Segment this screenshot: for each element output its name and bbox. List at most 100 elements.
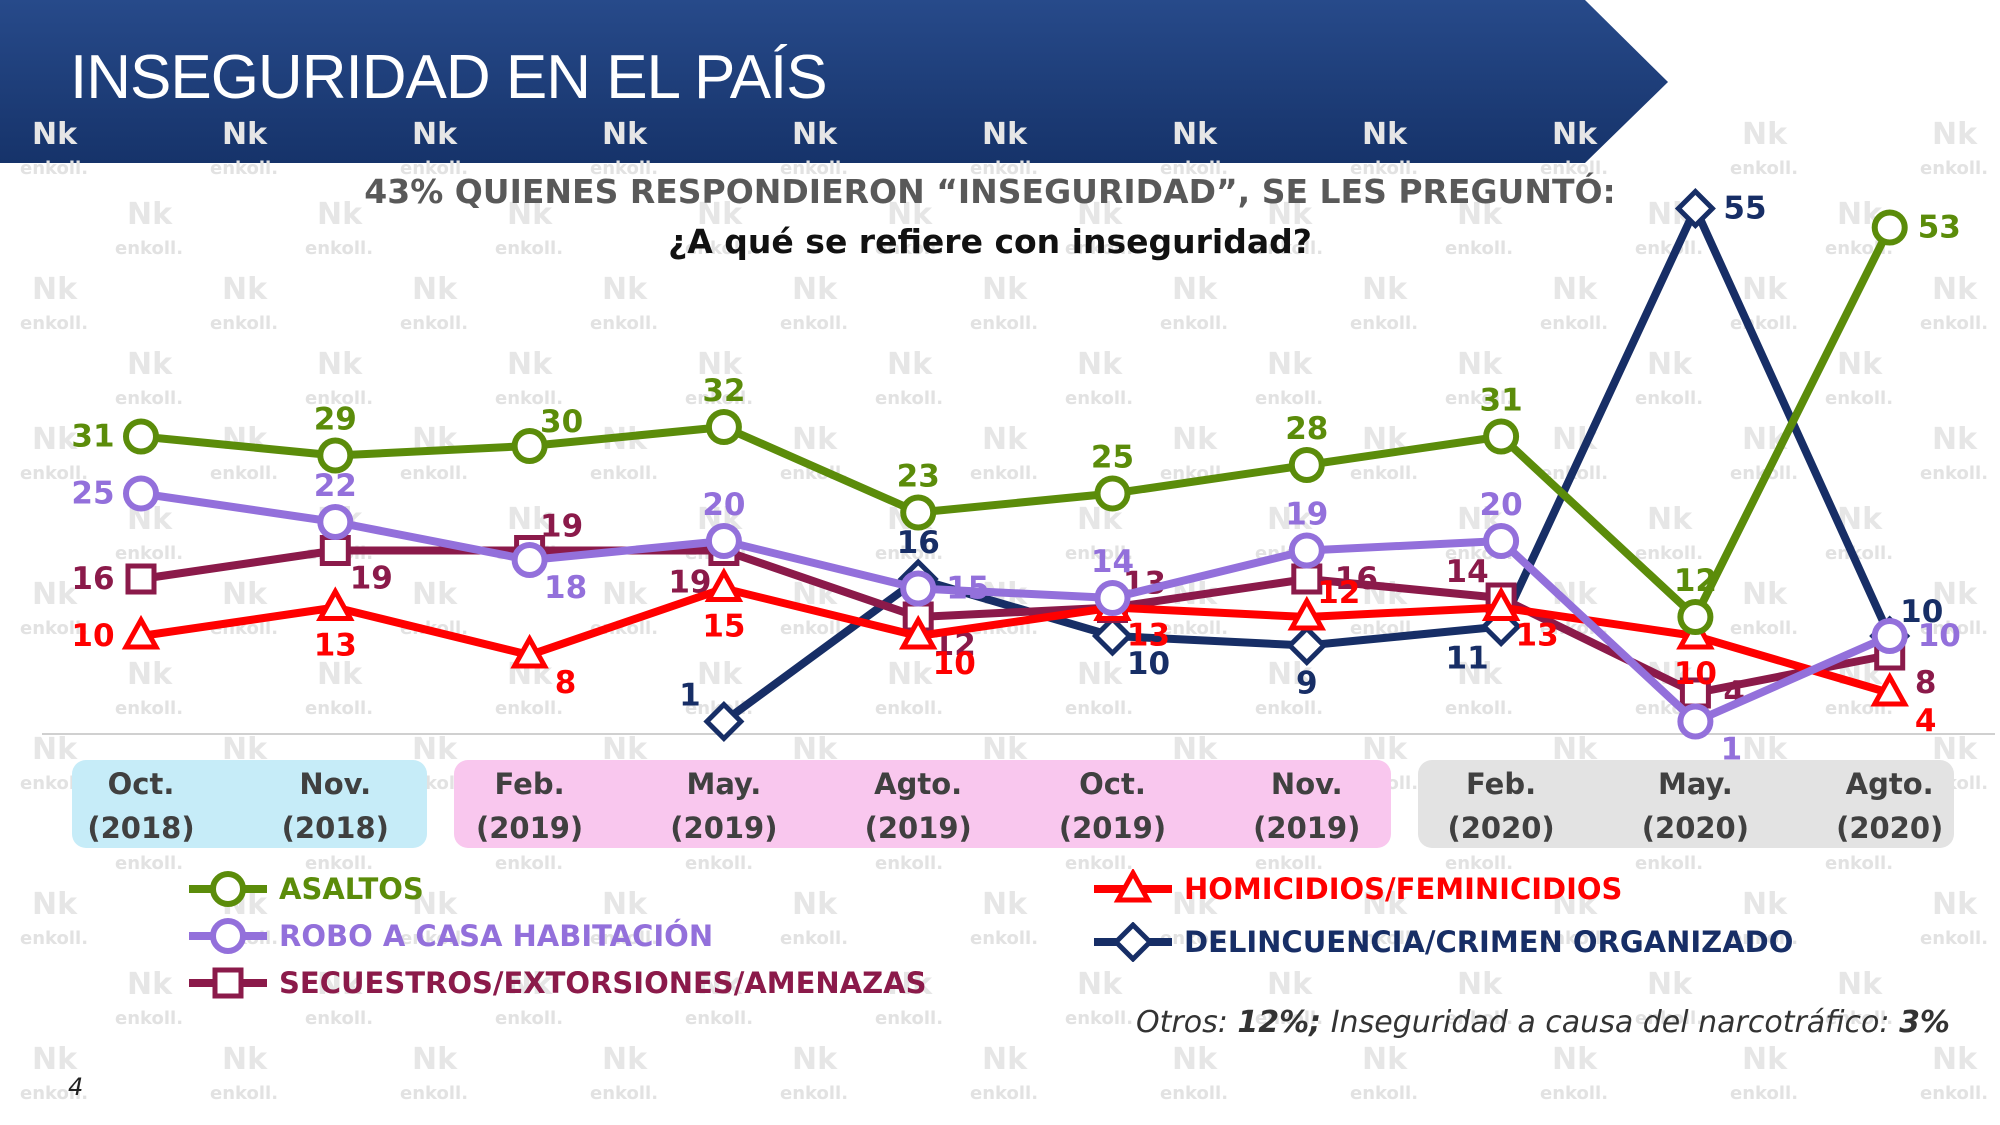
watermark-text: enkoll. — [305, 238, 373, 259]
watermark-text: enkoll. — [115, 543, 183, 564]
watermark-logo: Nk — [32, 272, 78, 307]
watermark-logo: Nk — [1077, 967, 1123, 1002]
watermark-text: enkoll. — [210, 463, 278, 484]
data-label: 31 — [1480, 383, 1523, 419]
data-label: 22 — [314, 468, 357, 504]
data-point — [1483, 418, 1520, 455]
watermark-text: enkoll. — [685, 1008, 753, 1029]
watermark: Nk enkoll. — [210, 272, 278, 334]
watermark-text: enkoll. — [590, 158, 658, 179]
watermark-logo: Nk — [1457, 657, 1503, 692]
data-label: 13 — [314, 628, 357, 664]
legend-swatch — [1094, 922, 1172, 962]
watermark-text: enkoll. — [1255, 238, 1323, 259]
watermark: Nk enkoll. — [1445, 347, 1513, 409]
watermark-text: enkoll. — [780, 928, 848, 949]
watermark: Nk enkoll. — [875, 967, 943, 1029]
watermark: Nk enkoll. — [20, 1042, 88, 1104]
data-label: 10 — [933, 646, 976, 682]
x-tick-label: Oct. (2019) — [1023, 762, 1203, 850]
watermark: Nk enkoll. — [1540, 272, 1608, 334]
watermark: Nk enkoll. — [1730, 887, 1798, 949]
watermark-logo: Nk — [127, 347, 173, 382]
watermark: Nk enkoll. — [115, 197, 183, 259]
watermark-logo: Nk — [412, 117, 458, 152]
watermark-text: enkoll. — [1635, 388, 1703, 409]
data-label: 9 — [1296, 666, 1318, 702]
watermark-logo: Nk — [1837, 347, 1883, 382]
watermark-logo: Nk — [1267, 197, 1313, 232]
data-point — [123, 475, 159, 512]
data-label: 10 — [1918, 618, 1961, 654]
legend-marker — [210, 871, 246, 907]
data-label: 10 — [1127, 646, 1170, 682]
watermark-text: enkoll. — [590, 1083, 658, 1104]
data-label: 10 — [1900, 594, 1943, 630]
watermark-logo: Nk — [1172, 1042, 1218, 1077]
x-tick-label: Agto. (2020) — [1800, 762, 1980, 850]
data-label: 20 — [702, 487, 745, 523]
x-tick-year: (2018) — [281, 811, 389, 845]
watermark-logo: Nk — [1932, 577, 1978, 612]
watermark-text: enkoll. — [875, 388, 943, 409]
watermark-logo: Nk — [792, 117, 838, 152]
watermark: Nk enkoll. — [685, 347, 753, 409]
data-label: 25 — [71, 476, 114, 512]
data-label: 20 — [1480, 487, 1523, 523]
watermark-text: enkoll. — [495, 698, 563, 719]
watermark-logo: Nk — [1267, 967, 1313, 1002]
watermark-text: enkoll. — [115, 853, 183, 874]
watermark-text: enkoll. — [1350, 313, 1418, 334]
title-banner — [0, 0, 1668, 163]
watermark-logo: Nk — [982, 1042, 1028, 1077]
x-tick-month: Feb. — [494, 767, 565, 801]
legend-marker — [212, 967, 244, 999]
data-label: 11 — [1446, 641, 1489, 677]
footnote: Otros: 12%; Inseguridad a causa del narc… — [1100, 1005, 1950, 1040]
watermark: Nk enkoll. — [1825, 967, 1893, 1029]
watermark-text: enkoll. — [780, 463, 848, 484]
data-label: 30 — [540, 404, 583, 440]
watermark: Nk enkoll. — [495, 197, 563, 259]
data-label: 16 — [897, 525, 940, 561]
watermark-logo: Nk — [697, 197, 743, 232]
data-label: 10 — [1674, 656, 1717, 692]
watermark: Nk enkoll. — [1255, 197, 1323, 259]
watermark-text: enkoll. — [1065, 1008, 1133, 1029]
watermark: Nk enkoll. — [1635, 967, 1703, 1029]
watermark: Nk enkoll. — [115, 347, 183, 409]
x-tick-label: Agto. (2019) — [828, 762, 1008, 850]
watermark: Nk enkoll. — [400, 887, 468, 949]
watermark-text: enkoll. — [875, 1008, 943, 1029]
watermark-logo: Nk — [1742, 117, 1788, 152]
watermark: Nk enkoll. — [1920, 272, 1988, 334]
watermark-text: enkoll. — [1730, 1083, 1798, 1104]
watermark-text: enkoll. — [1160, 928, 1228, 949]
year-2018-box — [72, 760, 427, 848]
legend-swatch — [1094, 869, 1172, 903]
data-point — [1677, 599, 1714, 635]
watermark-text: enkoll. — [590, 618, 658, 639]
legend-marker — [1113, 869, 1153, 903]
data-point — [898, 614, 938, 650]
legend-label: ASALTOS — [279, 872, 424, 906]
watermark-logo: Nk — [412, 577, 458, 612]
x-tick-year: (2020) — [1641, 811, 1749, 845]
watermark-logo: Nk — [317, 657, 363, 692]
watermark-logo: Nk — [1552, 887, 1598, 922]
watermark-text: enkoll. — [1825, 388, 1893, 409]
data-point — [123, 418, 159, 455]
data-label: 13 — [1516, 618, 1559, 654]
watermark: Nk enkoll. — [1350, 887, 1418, 949]
data-point — [1483, 523, 1520, 559]
watermark-logo: Nk — [1077, 197, 1123, 232]
watermark-text: enkoll. — [780, 158, 848, 179]
watermark: Nk enkoll. — [1255, 967, 1323, 1029]
watermark-logo: Nk — [222, 1042, 268, 1077]
watermark-text: enkoll. — [495, 853, 563, 874]
watermark-text: enkoll. — [115, 698, 183, 719]
data-point — [900, 570, 937, 607]
watermark: Nk enkoll. — [210, 117, 278, 179]
watermark-logo: Nk — [32, 887, 78, 922]
